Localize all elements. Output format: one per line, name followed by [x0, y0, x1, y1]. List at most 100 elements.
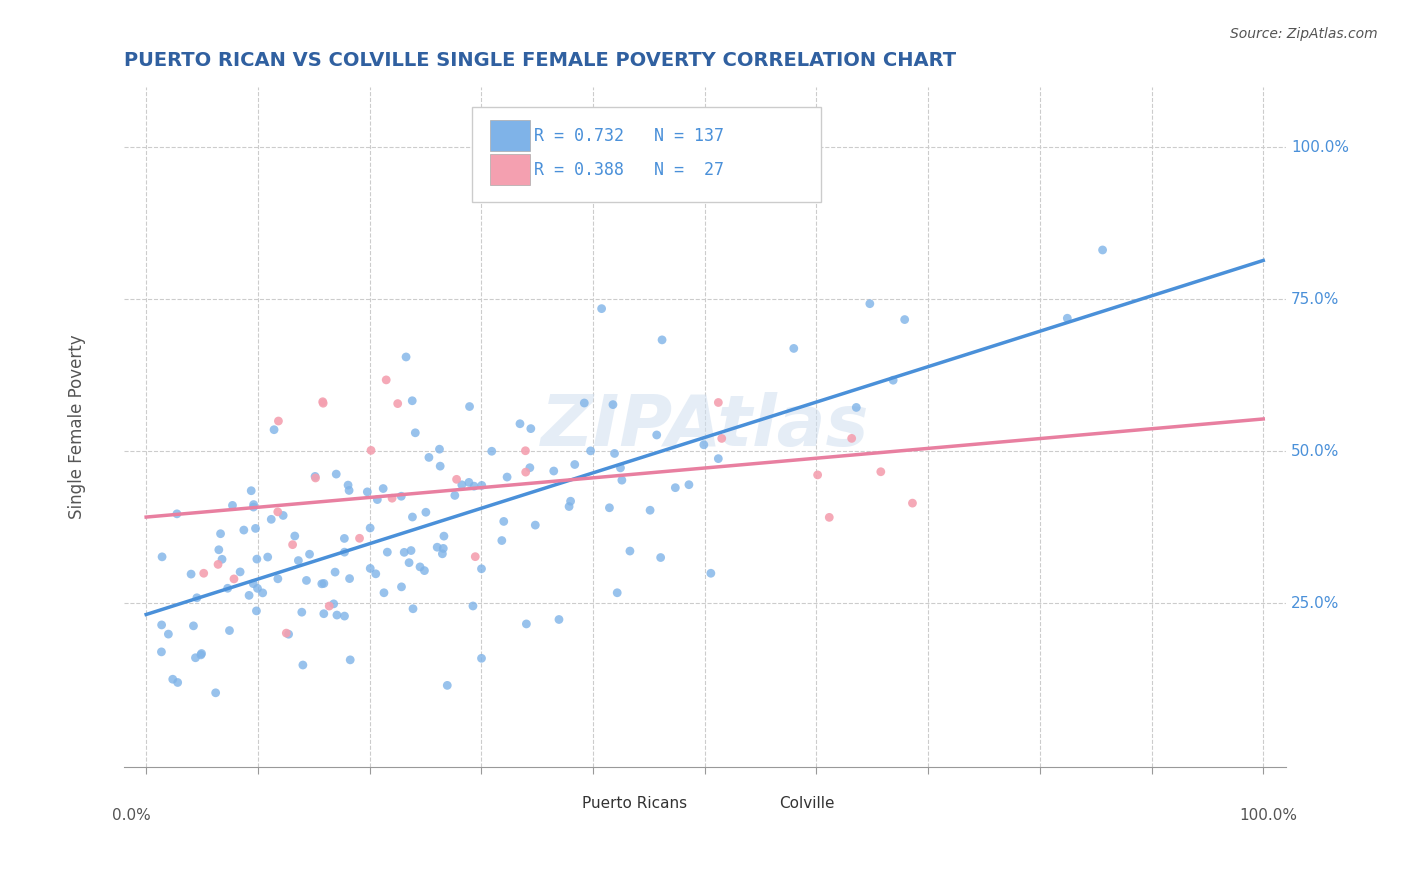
Puerto Ricans: [295, 574, 318, 588]
Puerto Ricans: [664, 481, 686, 495]
Puerto Ricans: [271, 508, 294, 523]
FancyBboxPatch shape: [749, 789, 779, 818]
Puerto Ricans: [404, 425, 426, 440]
Puerto Ricans: [574, 396, 596, 410]
Puerto Ricans: [209, 526, 232, 541]
Puerto Ricans: [391, 580, 413, 594]
Puerto Ricans: [481, 444, 503, 458]
Puerto Ricans: [242, 576, 264, 591]
Puerto Ricans: [337, 478, 360, 492]
Puerto Ricans: [520, 422, 543, 436]
Text: R = 0.388   N =  27: R = 0.388 N = 27: [534, 161, 724, 178]
Puerto Ricans: [450, 478, 472, 492]
Puerto Ricans: [304, 469, 326, 483]
Puerto Ricans: [471, 478, 494, 492]
Puerto Ricans: [519, 460, 541, 475]
Puerto Ricans: [284, 529, 307, 543]
Text: Puerto Ricans: Puerto Ricans: [582, 796, 686, 811]
Puerto Ricans: [375, 545, 398, 559]
Text: 100.0%: 100.0%: [1291, 140, 1350, 155]
Puerto Ricans: [602, 398, 624, 412]
Colville: [818, 510, 841, 524]
FancyBboxPatch shape: [489, 120, 530, 151]
Puerto Ricans: [291, 605, 314, 619]
Puerto Ricans: [260, 512, 283, 526]
Puerto Ricans: [157, 627, 180, 641]
Puerto Ricans: [707, 451, 730, 466]
Puerto Ricans: [333, 609, 356, 624]
Puerto Ricans: [204, 686, 226, 700]
Puerto Ricans: [398, 556, 420, 570]
Colville: [349, 531, 371, 545]
Puerto Ricans: [392, 545, 415, 559]
Puerto Ricans: [491, 533, 513, 548]
Puerto Ricans: [591, 301, 613, 316]
Puerto Ricans: [432, 541, 454, 556]
Puerto Ricans: [287, 553, 309, 567]
Puerto Ricans: [150, 549, 173, 564]
Puerto Ricans: [458, 475, 481, 490]
Colville: [360, 443, 382, 458]
Puerto Ricans: [325, 467, 347, 481]
Puerto Ricans: [246, 552, 269, 566]
Puerto Ricans: [645, 428, 668, 442]
Puerto Ricans: [548, 612, 571, 626]
Puerto Ricans: [356, 484, 378, 499]
Colville: [901, 496, 924, 510]
Puerto Ricans: [211, 552, 233, 566]
Puerto Ricans: [610, 473, 633, 487]
Colville: [710, 432, 733, 446]
Puerto Ricans: [429, 459, 451, 474]
Puerto Ricans: [409, 560, 432, 574]
Puerto Ricans: [298, 547, 321, 561]
Puerto Ricans: [150, 645, 173, 659]
Puerto Ricans: [232, 523, 254, 537]
Puerto Ricans: [267, 572, 290, 586]
Text: 75.0%: 75.0%: [1291, 292, 1340, 307]
Colville: [267, 414, 290, 428]
Colville: [387, 396, 409, 410]
Puerto Ricans: [651, 333, 673, 347]
Puerto Ricans: [515, 616, 537, 631]
Puerto Ricans: [496, 470, 519, 484]
Puerto Ricans: [190, 648, 212, 662]
Puerto Ricans: [252, 586, 274, 600]
Puerto Ricans: [564, 458, 586, 472]
Text: Single Female Poverty: Single Female Poverty: [69, 334, 86, 519]
Colville: [276, 626, 298, 640]
Puerto Ricans: [882, 373, 904, 387]
Colville: [318, 599, 340, 613]
Colville: [515, 443, 537, 458]
Puerto Ricans: [238, 588, 260, 602]
Colville: [304, 471, 326, 485]
Puerto Ricans: [426, 540, 449, 554]
Puerto Ricans: [150, 618, 173, 632]
Colville: [267, 505, 290, 519]
Puerto Ricans: [218, 624, 240, 638]
Puerto Ricans: [240, 483, 263, 498]
Puerto Ricans: [399, 543, 422, 558]
Puerto Ricans: [256, 550, 278, 565]
Puerto Ricans: [337, 483, 360, 498]
Puerto Ricans: [245, 521, 267, 535]
Text: 25.0%: 25.0%: [1291, 596, 1340, 611]
Colville: [312, 396, 335, 410]
Puerto Ricans: [333, 532, 356, 546]
Puerto Ricans: [229, 565, 252, 579]
Puerto Ricans: [443, 488, 465, 502]
Puerto Ricans: [609, 461, 631, 475]
Colville: [207, 558, 229, 572]
Puerto Ricans: [693, 438, 716, 452]
Puerto Ricans: [339, 572, 361, 586]
Puerto Ricans: [783, 342, 806, 356]
Text: 0.0%: 0.0%: [112, 808, 150, 823]
Colville: [464, 549, 486, 564]
Puerto Ricans: [560, 494, 582, 508]
Puerto Ricans: [509, 417, 531, 431]
Text: PUERTO RICAN VS COLVILLE SINGLE FEMALE POVERTY CORRELATION CHART: PUERTO RICAN VS COLVILLE SINGLE FEMALE P…: [124, 51, 956, 70]
Puerto Ricans: [166, 675, 188, 690]
Text: 50.0%: 50.0%: [1291, 443, 1340, 458]
Puerto Ricans: [242, 498, 264, 512]
Puerto Ricans: [364, 566, 387, 581]
Puerto Ricans: [389, 489, 412, 503]
